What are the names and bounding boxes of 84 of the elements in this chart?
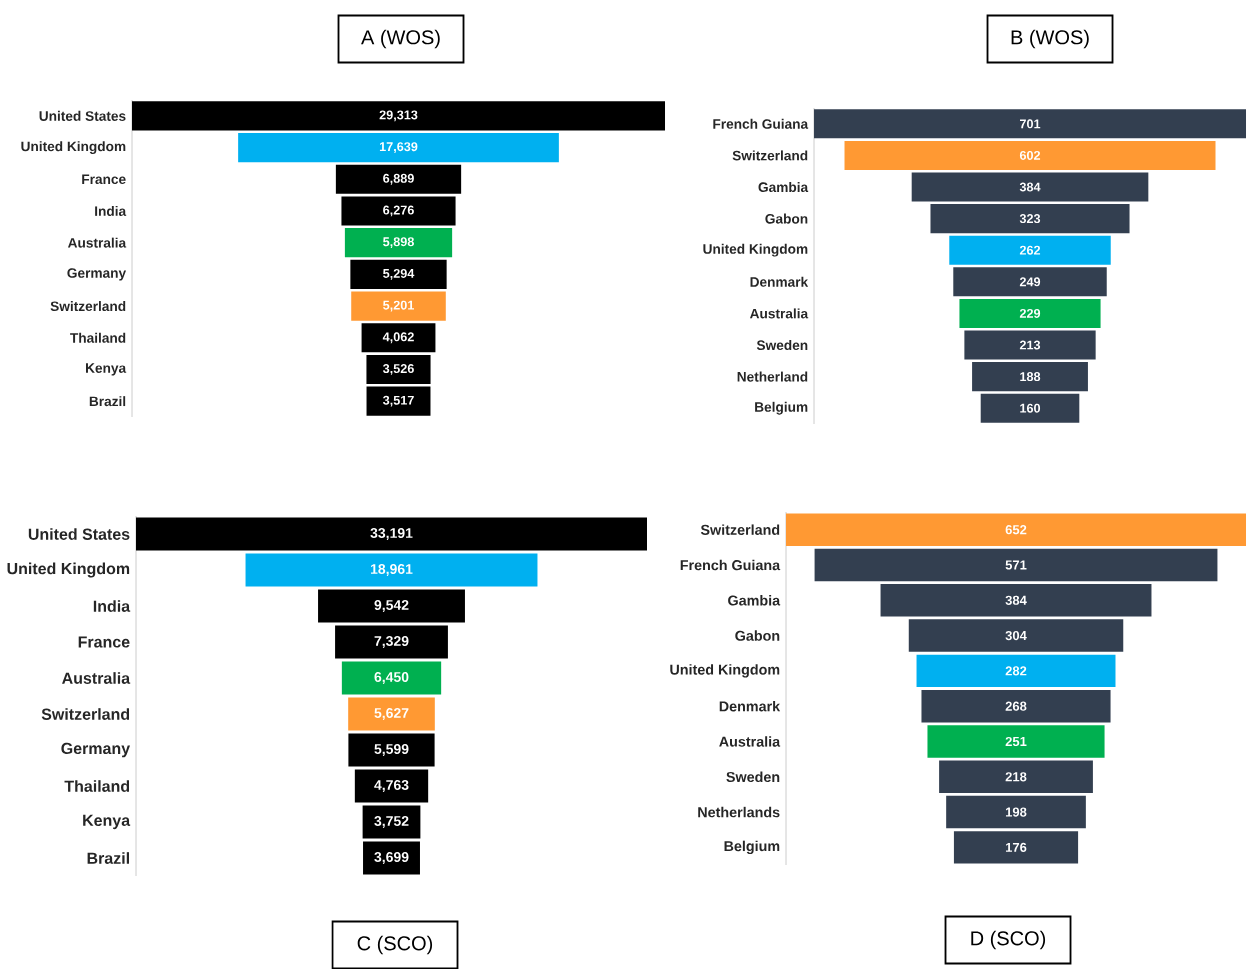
data-label: 282	[1005, 666, 1027, 676]
data-label: 229	[1019, 308, 1041, 318]
category-label: Kenya	[83, 814, 131, 829]
data-label: 6,276	[383, 205, 414, 217]
category-label: Brazil	[89, 395, 126, 406]
category-label: Thailand	[70, 332, 126, 343]
data-label: 5,599	[374, 743, 409, 756]
data-label: 17,639	[379, 141, 418, 153]
data-label: 198	[1005, 807, 1027, 817]
data-label: 3,752	[374, 815, 409, 828]
data-label: 6,450	[374, 671, 409, 684]
data-label: 304	[1005, 630, 1027, 640]
data-label: 160	[1020, 403, 1041, 413]
category-label: Gabon	[735, 630, 780, 641]
category-label: Australia	[62, 671, 131, 684]
category-label: Sweden	[756, 339, 808, 350]
data-label: 5,201	[383, 300, 414, 312]
data-label: 249	[1019, 277, 1041, 287]
category-label: United Kingdom	[7, 562, 130, 578]
data-label: 7,329	[374, 635, 409, 648]
data-label: 384	[1005, 595, 1027, 605]
category-label: Netherland	[737, 371, 808, 382]
text: D (SCO)	[971, 930, 1046, 950]
category-label: Sweden	[726, 771, 780, 782]
data-label: 6,889	[383, 173, 414, 185]
category-label: Denmark	[719, 700, 781, 712]
category-label: Brazil	[87, 851, 129, 864]
data-label: 3,526	[382, 363, 414, 375]
category-label: French Guiana	[680, 559, 781, 571]
category-label: Germany	[61, 742, 131, 758]
data-label: 4,062	[382, 332, 414, 343]
category-label: Switzerland	[732, 150, 808, 161]
data-label: 602	[1019, 150, 1041, 160]
data-label: 4,763	[374, 779, 409, 792]
data-label: 5,898	[383, 237, 414, 248]
text: A (WOS)	[361, 29, 440, 49]
data-label: 701	[1019, 119, 1041, 129]
data-label: 652	[1005, 524, 1027, 535]
data-label: 33,191	[370, 527, 413, 540]
data-label: 3,517	[382, 395, 414, 407]
data-label: 5,294	[383, 268, 415, 280]
category-label: United States	[28, 527, 130, 540]
category-label: Netherlands	[698, 806, 780, 818]
data-label: 251	[1005, 736, 1027, 746]
category-label: India	[95, 205, 127, 216]
data-label: 268	[1005, 701, 1027, 711]
category-label: Australia	[749, 308, 809, 319]
category-label: Belgium	[755, 401, 808, 415]
text: B (WOS)	[1011, 29, 1089, 49]
category-label: Australia	[67, 237, 127, 248]
category-label: Switzerland	[700, 524, 780, 535]
category-label: Denmark	[750, 276, 809, 287]
category-label: Belgium	[724, 840, 780, 854]
data-label: 218	[1005, 771, 1027, 782]
category-label: Gabon	[765, 213, 808, 224]
category-label: Australia	[719, 736, 781, 747]
category-label: Thailand	[64, 779, 130, 792]
data-label: 9,542	[374, 599, 409, 612]
category-label: United States	[39, 110, 126, 121]
data-label: 29,313	[379, 110, 418, 122]
category-label: France	[78, 636, 130, 648]
data-label: 323	[1019, 213, 1041, 223]
category-label: Gambia	[758, 181, 809, 192]
category-label: Gambia	[728, 594, 781, 606]
category-label: Switzerland	[50, 300, 126, 311]
data-label: 262	[1019, 245, 1041, 255]
data-label: 188	[1020, 371, 1041, 381]
data-label: 18,961	[370, 563, 413, 576]
text: C (SCO)	[357, 935, 433, 955]
category-label: Germany	[67, 267, 127, 281]
data-label: 176	[1005, 842, 1027, 852]
data-label: 213	[1019, 340, 1041, 350]
category-label: India	[93, 599, 131, 612]
category-label: United Kingdom	[670, 663, 780, 678]
category-label: Switzerland	[41, 707, 130, 720]
category-label: Kenya	[86, 363, 127, 376]
category-label: United Kingdom	[21, 140, 126, 154]
data-label: 3,699	[374, 851, 409, 864]
category-label: France	[82, 174, 126, 184]
data-label: 384	[1019, 182, 1041, 192]
data-label: 5,627	[374, 707, 409, 720]
category-label: French Guiana	[713, 118, 809, 129]
data-label: 571	[1005, 560, 1027, 570]
category-label: United Kingdom	[703, 243, 808, 257]
